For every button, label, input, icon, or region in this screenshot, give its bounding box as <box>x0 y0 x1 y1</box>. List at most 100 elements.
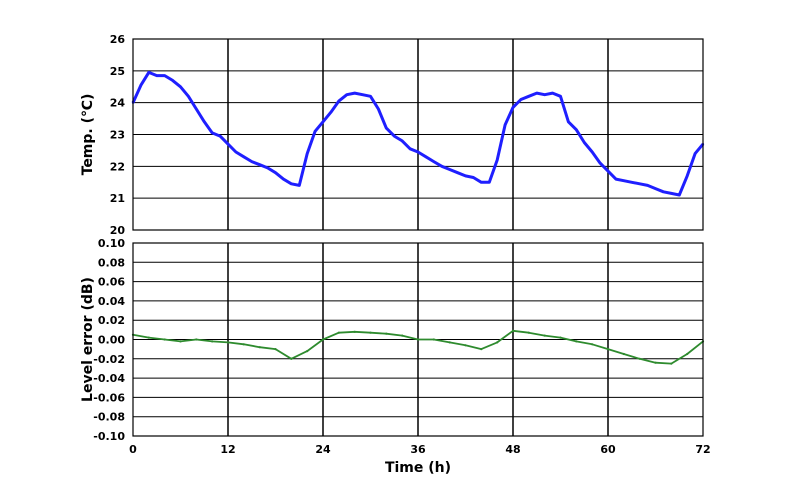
data-point <box>353 92 356 95</box>
data-point <box>195 338 198 341</box>
data-point <box>686 352 689 356</box>
y-tick-label: -0.08 <box>93 411 125 424</box>
data-point <box>527 95 530 98</box>
data-point <box>393 135 396 138</box>
y-tick-label: 0.04 <box>98 295 125 308</box>
data-point <box>535 92 538 95</box>
data-point <box>163 74 166 77</box>
data-point <box>250 160 253 163</box>
data-point <box>219 135 222 138</box>
temperature-y-ticks: 20 21 22 23 24 25 26 <box>110 33 126 237</box>
data-point <box>234 150 237 154</box>
data-point <box>559 95 562 98</box>
data-point <box>274 171 277 174</box>
data-point <box>559 336 562 339</box>
data-point <box>504 123 507 126</box>
data-point <box>242 155 245 158</box>
data-point <box>432 160 435 163</box>
data-point <box>377 107 380 111</box>
data-point <box>654 187 657 190</box>
y-tick-label: -0.10 <box>93 430 125 443</box>
data-point <box>575 128 578 131</box>
data-point <box>258 163 261 166</box>
time-x-axis-label: Time (h) <box>385 460 451 476</box>
data-point <box>678 193 681 197</box>
y-tick-label: -0.02 <box>93 353 125 366</box>
data-point <box>337 100 340 103</box>
data-point <box>187 95 190 98</box>
data-point <box>416 338 420 341</box>
data-point <box>369 331 372 334</box>
data-point <box>226 341 230 344</box>
data-point <box>329 111 332 114</box>
y-tick-label: 22 <box>110 160 125 173</box>
data-point <box>290 357 293 360</box>
x-tick-label: 48 <box>505 443 520 456</box>
y-tick-label: 21 <box>110 192 125 205</box>
data-point <box>203 120 206 123</box>
data-point <box>211 131 214 134</box>
data-point <box>409 147 412 150</box>
data-point <box>432 338 435 341</box>
y-tick-label: -0.06 <box>93 391 125 404</box>
data-point <box>622 352 625 356</box>
level-error-plot-frame <box>132 242 704 437</box>
y-tick-label: 0.02 <box>98 314 125 327</box>
y-tick-label: 20 <box>110 224 126 237</box>
data-point <box>401 334 404 337</box>
data-point <box>139 84 142 87</box>
data-point <box>575 340 578 343</box>
data-point <box>337 331 340 334</box>
data-point <box>519 98 523 101</box>
data-point <box>195 107 198 111</box>
data-point <box>630 181 633 184</box>
data-point <box>290 182 293 185</box>
data-point <box>606 170 610 173</box>
data-point <box>496 158 499 162</box>
data-point <box>599 162 602 165</box>
data-point <box>567 120 570 123</box>
temperature-grid <box>133 39 703 230</box>
data-point <box>242 343 245 346</box>
data-point <box>163 338 166 341</box>
data-point <box>480 348 483 351</box>
data-point <box>591 150 594 154</box>
y-tick-label: 0.10 <box>98 237 125 250</box>
y-tick-label: 25 <box>110 65 125 78</box>
data-point <box>266 166 269 169</box>
x-tick-label: 60 <box>600 443 616 456</box>
data-point <box>282 178 285 181</box>
data-point <box>345 93 348 96</box>
data-point <box>314 130 317 133</box>
data-point <box>654 361 657 364</box>
data-point <box>385 127 388 130</box>
data-point <box>622 179 625 182</box>
data-point <box>211 340 214 343</box>
data-point <box>155 74 158 77</box>
data-point <box>694 152 697 155</box>
data-point <box>321 120 325 123</box>
data-point <box>401 139 404 142</box>
data-point <box>226 143 230 146</box>
data-point <box>646 184 649 187</box>
temperature-plot-frame <box>132 38 704 231</box>
data-point <box>614 178 618 181</box>
data-point <box>543 93 546 96</box>
data-point <box>171 79 174 82</box>
y-tick-label: 0.00 <box>98 334 125 347</box>
x-tick-label: 36 <box>410 443 426 456</box>
data-point <box>298 184 301 187</box>
data-point <box>440 165 443 168</box>
data-point <box>527 331 530 334</box>
data-point <box>488 181 491 184</box>
time-x-ticks: 0 12 24 36 48 60 72 <box>129 443 710 456</box>
data-point <box>670 192 673 195</box>
y-tick-label: 24 <box>110 97 126 110</box>
data-point <box>448 341 451 344</box>
data-point <box>353 330 356 333</box>
data-point <box>306 350 309 353</box>
data-point <box>424 155 427 158</box>
data-point <box>416 150 420 154</box>
data-point <box>448 168 451 171</box>
